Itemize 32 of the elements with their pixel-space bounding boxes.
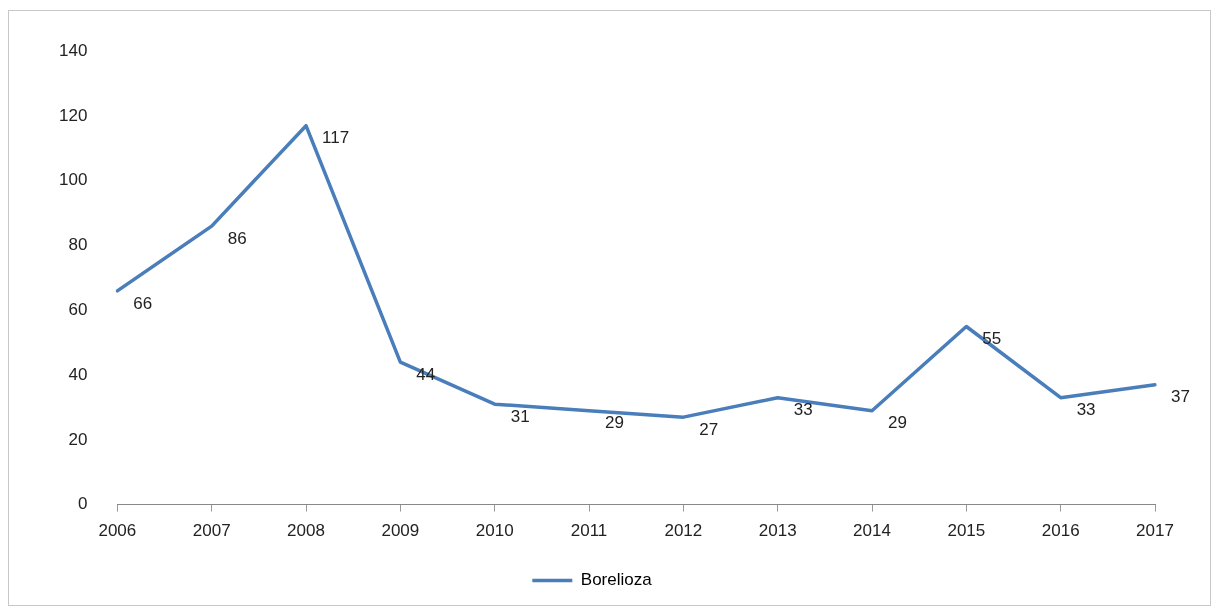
y-tick-label: 60 [68,299,88,319]
x-tick-label: 2017 [1136,521,1174,541]
data-label: 33 [1076,400,1096,420]
x-tick-label: 2016 [1041,521,1080,541]
y-tick-label: 100 [58,170,88,190]
x-tick-label: 2014 [853,521,891,541]
data-label: 66 [133,293,153,313]
data-label: 117 [322,128,350,148]
data-label: 37 [1171,387,1190,407]
data-label: 27 [699,419,719,439]
data-label: 31 [510,406,530,426]
y-tick-label: 80 [68,235,88,255]
x-tick-label: 2009 [381,521,420,541]
y-tick-label: 20 [68,429,88,449]
x-tick-label: 2011 [570,521,608,541]
x-tick-label: 2008 [287,521,325,541]
y-tick-label: 140 [58,40,88,60]
data-label: 33 [793,400,813,420]
x-tick-label: 2006 [98,521,137,541]
y-tick-label: 120 [58,105,88,125]
x-tick-label: 2015 [947,521,986,541]
x-tick-label: 2013 [758,521,797,541]
data-label: 55 [982,329,1002,349]
y-tick-label: 40 [68,364,88,384]
data-label: 29 [605,413,624,433]
x-tick-label: 2012 [664,521,703,541]
data-label: 86 [227,228,247,248]
y-tick-label: 0 [77,494,88,514]
legend-label: Borelioza [580,570,653,590]
x-tick-label: 2007 [192,521,231,541]
data-label: 29 [888,413,907,433]
x-tick-label: 2010 [475,521,514,541]
